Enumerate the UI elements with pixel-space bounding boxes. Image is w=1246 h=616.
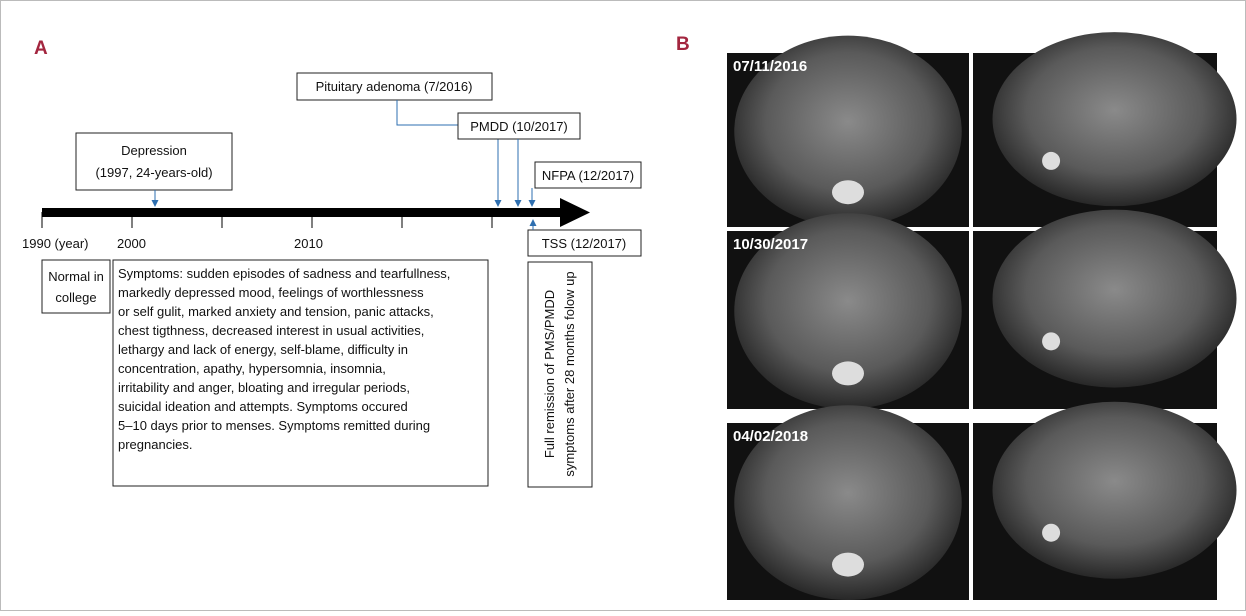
symptom-line: markedly depressed mood, feelings of wor…	[118, 285, 424, 300]
mri-tissue	[832, 553, 864, 577]
symptom-line: suicidal ideation and attempts. Symptoms…	[118, 399, 408, 414]
note-box	[42, 260, 110, 313]
symptom-line: chest tigthness, decreased interest in u…	[118, 323, 424, 338]
symptom-line: or self gulit, marked anxiety and tensio…	[118, 304, 434, 319]
event-text: PMDD (10/2017)	[470, 119, 568, 134]
panel-label: B	[676, 34, 690, 55]
mri-tissue	[832, 180, 864, 204]
mri-tissue	[1042, 524, 1060, 542]
symptom-line: irritability and anger, bloating and irr…	[118, 380, 410, 395]
event-text: Pituitary adenoma (7/2016)	[316, 79, 473, 94]
note-text: Normal in	[48, 269, 104, 284]
mri-tissue	[993, 32, 1237, 206]
image-date: 10/30/2017	[733, 236, 808, 253]
mri-tissue	[832, 361, 864, 385]
symptom-line: pregnancies.	[118, 437, 192, 452]
remission-line: Full remission of PMS/PMDD	[542, 290, 557, 458]
event-box	[76, 133, 232, 190]
event-text: (1997, 24-years-old)	[95, 165, 212, 180]
axis-label: 2000	[117, 236, 146, 251]
image-date: 04/02/2018	[733, 428, 808, 445]
panel-label: A	[34, 38, 48, 59]
remission-line: symptoms after 28 months folow up	[562, 271, 577, 476]
mri-grid: 07/11/2016 10/30/2017 04/02/2018	[727, 32, 1237, 600]
symptom-line: 5–10 days prior to menses. Symptoms remi…	[118, 418, 430, 433]
event-text: Depression	[121, 143, 187, 158]
symptom-line: Symptoms: sudden episodes of sadness and…	[118, 266, 450, 281]
symptom-line: concentration, apathy, hypersomnia, inso…	[118, 361, 386, 376]
figure: A B 1990 (year) 2000 2010 Depression (19…	[0, 0, 1246, 611]
axis-label: 2010	[294, 236, 323, 251]
mri-tissue	[1042, 152, 1060, 170]
timeline	[42, 198, 590, 228]
image-date: 07/11/2016	[733, 58, 807, 75]
axis-label: 1990 (year)	[22, 236, 88, 251]
event-text: TSS (12/2017)	[542, 236, 627, 251]
mri-tissue	[993, 210, 1237, 388]
note-text: college	[55, 290, 96, 305]
mri-tissue	[1042, 332, 1060, 350]
symptom-line: lethargy and lack of energy, self-blame,…	[118, 342, 408, 357]
event-text: NFPA (12/2017)	[542, 168, 634, 183]
mri-tissue	[993, 402, 1237, 579]
remission-box	[528, 262, 592, 487]
